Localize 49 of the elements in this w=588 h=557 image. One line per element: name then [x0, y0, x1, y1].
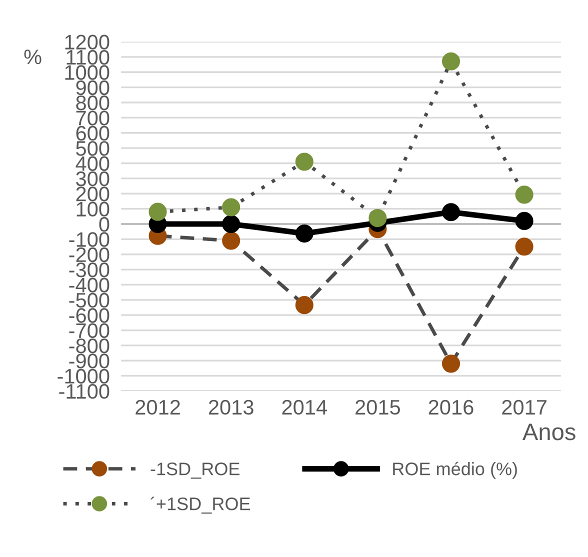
x-tick-label: 2012: [136, 400, 180, 415]
y-tick-label: 1200: [65, 34, 110, 50]
y-tick-label: -400: [69, 278, 110, 292]
y-tick-label: -300: [69, 262, 110, 278]
point: [222, 232, 240, 250]
y-tick-label: -1100: [59, 384, 110, 399]
y-tick-label: -800: [69, 338, 110, 354]
y-tick-label: -200: [69, 247, 110, 262]
point: [442, 354, 460, 373]
point: [442, 203, 460, 222]
legend-label: -1SD_ROE: [150, 462, 240, 479]
y-tick-label: 900: [76, 80, 110, 96]
point: [515, 238, 534, 256]
y-tick-label: 1100: [66, 50, 110, 65]
y-tick-label: 800: [76, 96, 110, 110]
point: [148, 202, 167, 221]
point: [295, 296, 314, 314]
point: [368, 209, 387, 228]
y-tick-label: 200: [76, 186, 110, 202]
y-tick-label: 1000: [65, 65, 110, 80]
x-tick-label: 2013: [208, 400, 254, 415]
x-tick-label: 2017: [502, 400, 546, 415]
y-tick-label: -100: [69, 232, 110, 247]
y-tick-label: -1000: [58, 368, 110, 384]
x-tick-label: 2016: [428, 400, 474, 415]
y-tick-label: 100: [76, 202, 110, 217]
point: [515, 212, 534, 230]
point: [515, 186, 534, 204]
point: [295, 152, 314, 171]
y-tick-label: 600: [76, 126, 110, 141]
y-tick-label: -600: [69, 308, 110, 323]
x-tick-label: 2014: [282, 400, 327, 415]
x-axis-title: Anos: [522, 424, 576, 440]
y-tick-label: 400: [76, 156, 110, 172]
legend-label: ROE médio (%): [393, 462, 517, 479]
point: [442, 52, 460, 70]
y-tick-label: -500: [69, 292, 110, 308]
x-tick-label: 2015: [356, 400, 400, 415]
y-tick-label: 0: [99, 216, 110, 232]
point: [295, 224, 314, 243]
point: [222, 214, 240, 234]
y-axis-title: %: [24, 50, 42, 64]
legend-label: ´+1SD_ROE: [150, 496, 250, 514]
y-tick-label: 300: [76, 171, 110, 186]
y-tick-label: 500: [76, 141, 110, 156]
y-tick-label: 700: [76, 110, 110, 126]
point: [222, 198, 240, 216]
y-tick-label: -700: [69, 323, 110, 338]
y-tick-label: -900: [69, 354, 110, 368]
